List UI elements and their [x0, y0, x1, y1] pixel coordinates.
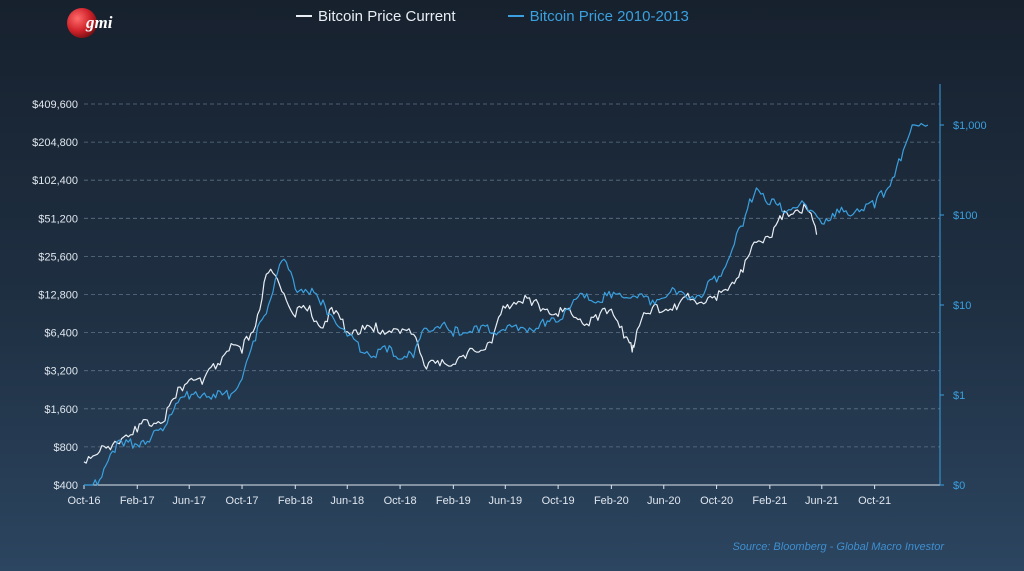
y-tick-label-left: $3,200	[44, 366, 78, 378]
y-tick-label-left: $51,200	[38, 213, 78, 225]
x-tick-label: Jun-19	[488, 495, 522, 507]
x-tick-label: Oct-21	[858, 495, 891, 507]
x-tick-label: Oct-19	[542, 495, 575, 507]
y-tick-label-right: $100	[953, 210, 977, 222]
x-tick-label: Jun-17	[172, 495, 206, 507]
x-tick-label: Jun-18	[330, 495, 364, 507]
series-lines	[83, 122, 929, 486]
y-tick-label-right: $1,000	[953, 120, 987, 132]
axes: $400 $800 $1,600 $3,200 $6,400 $12,800 $25,600…	[32, 84, 987, 507]
gmi-logo: gmi	[66, 6, 130, 40]
logo-text: gmi	[85, 13, 113, 32]
y-tick-label-left: $1,600	[44, 404, 78, 416]
source-note: Source: Bloomberg - Global Macro Investo…	[732, 541, 944, 553]
x-tick-label: Feb-17	[120, 495, 155, 507]
y-tick-label-left: $400	[54, 480, 78, 492]
legend-label-2010-2013: Bitcoin Price 2010-2013	[529, 7, 689, 25]
y-tick-label-left: $12,800	[38, 290, 78, 302]
x-tick-label: Oct-18	[384, 495, 417, 507]
logo-sphere	[67, 8, 97, 38]
x-tick-label: Feb-19	[436, 495, 471, 507]
legend-item-2010-2013: Bitcoin Price 2010-2013	[507, 7, 689, 25]
grid-lines	[84, 103, 940, 448]
x-tick-label: Feb-21	[752, 495, 787, 507]
x-tick-label: Jun-21	[805, 495, 839, 507]
x-tick-label: Jun-20	[647, 495, 681, 507]
y-tick-label-left: $25,600	[38, 251, 78, 263]
x-tick-label: Oct-20	[700, 495, 733, 507]
y-tick-label-left: $6,400	[44, 328, 78, 340]
legend: Bitcoin Price Current Bitcoin Price 2010…	[296, 6, 689, 26]
x-tick-label: Feb-18	[278, 495, 313, 507]
legend-swatch-current	[296, 15, 312, 17]
y-tick-label-right: $0	[953, 480, 965, 492]
series-line-bitcoin-current	[83, 203, 818, 464]
legend-label-current: Bitcoin Price Current	[318, 7, 456, 25]
y-tick-label-right: $10	[953, 300, 971, 312]
y-tick-label-right: $1	[953, 390, 965, 402]
y-tick-label-left: $102,400	[32, 175, 78, 187]
y-tick-label-left: $204,800	[32, 137, 78, 149]
y-tick-label-left: $800	[54, 442, 78, 454]
y-tick-label-left: $409,600	[32, 99, 78, 111]
x-tick-label: Oct-17	[226, 495, 259, 507]
x-tick-label: Oct-16	[67, 495, 100, 507]
legend-item-current: Bitcoin Price Current	[296, 8, 456, 25]
x-tick-label: Feb-20	[594, 495, 629, 507]
legend-swatch-2010-2013	[507, 15, 524, 17]
series-line-bitcoin-2010-2013	[84, 122, 929, 486]
